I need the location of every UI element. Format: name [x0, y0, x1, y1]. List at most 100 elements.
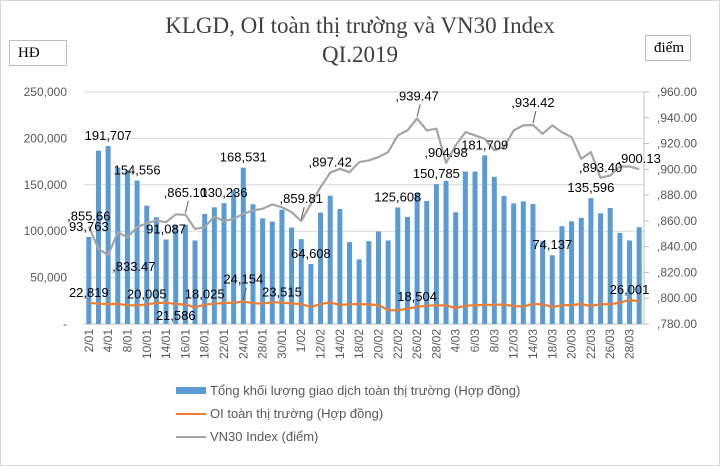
data-label: ,855.66 — [67, 208, 110, 223]
right-axis-tick-label: ,780.00 — [657, 317, 697, 331]
bar-volume — [424, 201, 430, 324]
x-axis-tick-label: 28/03 — [623, 329, 637, 359]
chart-title-line2: QI.2019 — [321, 42, 399, 67]
right-axis-tick-label: ,860.00 — [657, 214, 697, 228]
bar-volume — [559, 226, 565, 324]
right-axis-tick-label: ,920.00 — [657, 137, 697, 151]
bar-volume — [356, 259, 362, 324]
data-label: 130,236 — [201, 185, 248, 200]
chart-title-line1: KLGD, OI toàn thị trường và VN30 Index — [165, 13, 555, 38]
right-axis-tick-label: ,960.00 — [657, 85, 697, 99]
legend-label: VN30 Index (điểm) — [210, 429, 319, 444]
right-axis-tick-label: ,800.00 — [657, 291, 697, 305]
bar-volume — [636, 227, 642, 324]
x-axis-tick-label: 26/03 — [603, 329, 617, 359]
bar-volume — [414, 193, 420, 324]
data-label: ,900.13 — [617, 151, 660, 166]
bar-volume — [433, 184, 439, 324]
data-label: 154,556 — [114, 163, 161, 178]
legend-item-oi: OI toàn thị trường (Hợp đồng) — [176, 402, 520, 425]
x-axis-tick-label: 22/01 — [217, 329, 231, 359]
data-label: 20,005 — [127, 286, 167, 301]
legend-swatch-line — [176, 412, 206, 415]
bar-volume — [491, 176, 497, 324]
bar-volume — [395, 207, 401, 324]
chart-plot: - 50,000 100,000 150,000 200,000 250,000 ,780.… — [24, 85, 698, 359]
legend-swatch-bar — [176, 387, 206, 394]
data-label: 74,137 — [532, 237, 572, 252]
bar-volume — [279, 209, 285, 324]
data-label: 18,025 — [185, 287, 225, 302]
data-label: 135,596 — [567, 180, 614, 195]
x-axis-tick-label: 14/01 — [159, 329, 173, 359]
data-label: 93,763 — [69, 219, 109, 234]
bar-volume — [404, 216, 410, 324]
bar-volume — [540, 241, 546, 324]
bar-volume — [327, 195, 333, 324]
left-axis-tick-label: 100,000 — [24, 224, 68, 238]
left-axis-unit: HĐ — [9, 40, 67, 66]
left-axis-tick-label: 50,000 — [30, 271, 67, 285]
x-axis-tick-label: 2/01 — [82, 329, 96, 353]
right-axis-tick-label: ,940.00 — [657, 111, 697, 125]
data-label: 191,707 — [85, 128, 132, 143]
bar-volume — [298, 239, 304, 324]
data-label: ,934.42 — [511, 95, 554, 110]
bar-volume — [240, 167, 246, 324]
x-axis-tick-label: 28/01 — [256, 329, 270, 359]
data-label: ,865.10 — [164, 185, 207, 200]
x-axis-tick-label: 8/03 — [487, 329, 501, 353]
bar-volume — [105, 146, 111, 324]
data-label: 168,531 — [220, 150, 267, 165]
bar-volume — [385, 240, 391, 324]
bar-volume — [472, 171, 478, 324]
x-axis-tick-label: 22/02 — [391, 329, 405, 359]
bar-volume — [598, 213, 604, 324]
x-axis-tick-label: 18/01 — [198, 329, 212, 359]
bar-volume — [375, 231, 381, 324]
x-axis-tick-label: 8/01 — [120, 329, 134, 353]
data-label: 91,087 — [146, 221, 186, 236]
data-label: 181,709 — [461, 137, 508, 152]
legend-item-vn30: VN30 Index (điểm) — [176, 425, 520, 448]
bar-volume — [482, 155, 488, 324]
bar-volume — [289, 227, 295, 324]
right-axis-tick-label: ,880.00 — [657, 188, 697, 202]
bar-volume — [462, 171, 468, 324]
data-label: 64,608 — [291, 246, 331, 261]
x-axis-tick-label: 20/03 — [565, 329, 579, 359]
line-vn30 — [87, 117, 640, 257]
bar-volume — [221, 203, 227, 324]
data-label: ,893.40 — [579, 160, 622, 175]
data-label: 24,154 — [223, 272, 263, 287]
bar-volume — [617, 232, 623, 324]
bar-volume — [134, 180, 140, 324]
x-axis-tick-label: 18/03 — [545, 329, 559, 359]
data-label: 21,586 — [156, 308, 196, 323]
bar-volume — [443, 180, 449, 324]
data-label: 26,001 — [610, 282, 650, 297]
right-axis-tick-label: ,840.00 — [657, 240, 697, 254]
x-axis-tick-label: 16/01 — [178, 329, 192, 359]
bar-volume — [530, 204, 536, 324]
bar-volume — [182, 224, 188, 324]
data-label: ,904.98 — [424, 145, 467, 160]
left-axis-tick-label: - — [63, 317, 67, 331]
bar-volume — [202, 213, 208, 324]
x-axis-tick-label: 30/01 — [275, 329, 289, 359]
data-label: 18,504 — [397, 289, 437, 304]
bar-volume — [86, 236, 92, 324]
data-label-leader — [416, 104, 421, 117]
data-label: 125,608 — [374, 189, 421, 204]
data-label: ,833.47 — [112, 259, 155, 274]
bar-volume — [124, 170, 130, 324]
x-axis-tick-label: 20/02 — [371, 329, 385, 359]
bar-volume — [520, 201, 526, 324]
x-axis-tick-label: 26/02 — [410, 329, 424, 359]
data-label: ,897.42 — [309, 155, 352, 170]
legend-label: Tổng khối lượng giao dịch toàn thị trườn… — [210, 383, 521, 398]
bar-volume — [337, 209, 343, 324]
data-label: ,939.47 — [395, 88, 438, 103]
data-label-leader — [242, 287, 247, 300]
